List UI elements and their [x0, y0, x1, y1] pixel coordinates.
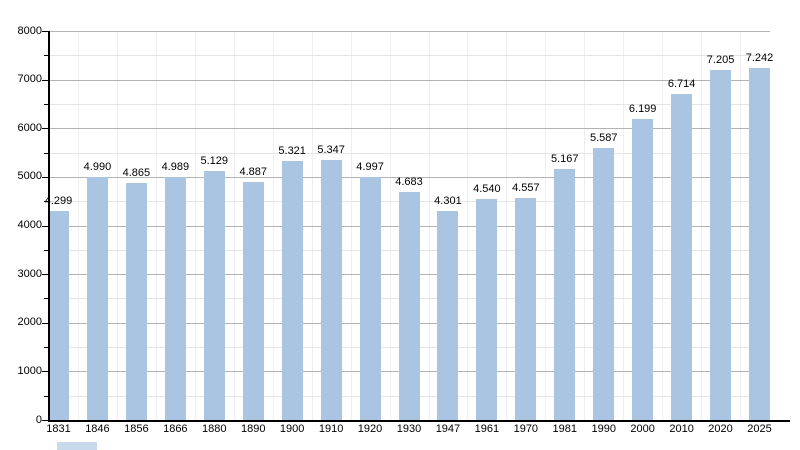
bar-value-label: 7.242: [745, 51, 774, 64]
bar-value-label: 5.587: [589, 132, 618, 145]
y-major-tick: [42, 225, 48, 227]
x-tick-label: 1880: [202, 423, 227, 435]
x-tick-label: 1947: [435, 423, 461, 435]
bar: [203, 170, 225, 420]
bar: [671, 93, 693, 420]
y-major-tick: [42, 31, 48, 32]
bar-value-label: 4.990: [83, 161, 112, 174]
bar: [125, 183, 147, 420]
y-tick-label: 1000: [17, 364, 42, 377]
bar: [281, 161, 303, 420]
bar-value-label: 6.199: [628, 102, 657, 115]
y-tick-label: 8000: [17, 24, 42, 37]
x-tick-label: 2020: [708, 423, 733, 435]
bar: [359, 177, 381, 420]
x-tick-label: 1856: [124, 423, 149, 435]
bar: [632, 118, 654, 420]
bar-value-label: 7.205: [706, 53, 735, 66]
bar: [320, 160, 342, 420]
y-major-tick: [42, 322, 48, 324]
y-major-tick: [42, 79, 48, 81]
cropped-bar-fragment: [57, 442, 97, 450]
y-tick-label: 7000: [17, 73, 42, 86]
bar-value-label: 5.129: [200, 154, 229, 167]
major-gridline: [48, 79, 770, 81]
y-major-tick: [42, 371, 48, 373]
x-tick-label: 1831: [46, 423, 71, 435]
y-major-tick: [42, 128, 48, 130]
y-major-tick: [42, 176, 48, 178]
x-tick-label: 1970: [513, 423, 539, 435]
x-tick-label: 2000: [630, 423, 655, 435]
y-tick-label: 4000: [17, 219, 42, 231]
x-axis-line: [48, 420, 790, 422]
bar: [476, 199, 498, 420]
bar: [515, 198, 537, 420]
bar-value-label: 4.989: [161, 161, 190, 174]
bar-value-label: 4.540: [473, 183, 501, 196]
y-minor-tick: [44, 298, 48, 300]
x-tick-label: 1846: [85, 423, 110, 435]
major-gridline: [48, 31, 770, 32]
x-tick-label: 1910: [318, 423, 344, 435]
bar: [749, 67, 770, 420]
y-major-tick: [42, 420, 48, 421]
y-tick-label: 5000: [17, 170, 42, 183]
bar-value-label: 4.301: [434, 194, 462, 207]
bar: [86, 177, 108, 420]
y-minor-tick: [44, 201, 48, 203]
y-minor-tick: [44, 395, 48, 397]
bar-value-label: 4.683: [395, 176, 423, 189]
major-gridline: [48, 128, 770, 130]
bar: [437, 210, 459, 420]
bar: [593, 148, 615, 420]
x-tick-label: 1961: [474, 423, 500, 435]
y-minor-tick: [44, 249, 48, 251]
y-minor-tick: [44, 55, 48, 57]
y-tick-label: 6000: [17, 121, 42, 134]
x-tick-label: 2025: [747, 423, 772, 435]
bar-value-label: 4.299: [44, 194, 73, 207]
y-minor-tick: [44, 103, 48, 105]
minor-gridline: [48, 103, 770, 105]
x-tick-label: 1981: [552, 423, 577, 435]
x-tick-label: 1930: [396, 423, 422, 435]
bar-value-label: 5.347: [317, 144, 345, 156]
bar: [242, 182, 264, 420]
x-tick-label: 1866: [163, 423, 188, 435]
bar: [48, 210, 69, 420]
bar: [398, 192, 420, 420]
minor-gridline: [48, 152, 770, 154]
y-minor-tick: [44, 152, 48, 154]
y-tick-label: 3000: [17, 267, 42, 280]
x-tick-label: 2010: [669, 423, 694, 435]
x-tick-label: 1920: [357, 423, 383, 435]
y-tick-label: 0: [35, 413, 42, 426]
major-gridline: [48, 176, 770, 178]
x-tick-label: 1890: [240, 423, 266, 435]
bar: [710, 69, 732, 420]
bar-value-label: 5.321: [278, 145, 306, 158]
bar-value-label: 4.865: [122, 167, 151, 180]
y-minor-tick: [44, 347, 48, 349]
y-major-tick: [42, 274, 48, 276]
bar-value-label: 4.997: [356, 161, 384, 174]
x-tick-label: 1990: [591, 423, 616, 435]
bar: [554, 168, 576, 420]
bar-value-label: 5.167: [551, 152, 579, 165]
y-tick-label: 2000: [17, 316, 42, 329]
bar-value-label: 4.887: [239, 166, 267, 179]
bar: [164, 177, 186, 420]
bar-value-label: 6.714: [667, 77, 696, 90]
y-axis-line: [48, 31, 50, 422]
bar-value-label: 4.557: [512, 182, 540, 195]
x-tick-label: 1900: [279, 423, 305, 435]
minor-gridline: [48, 55, 770, 57]
